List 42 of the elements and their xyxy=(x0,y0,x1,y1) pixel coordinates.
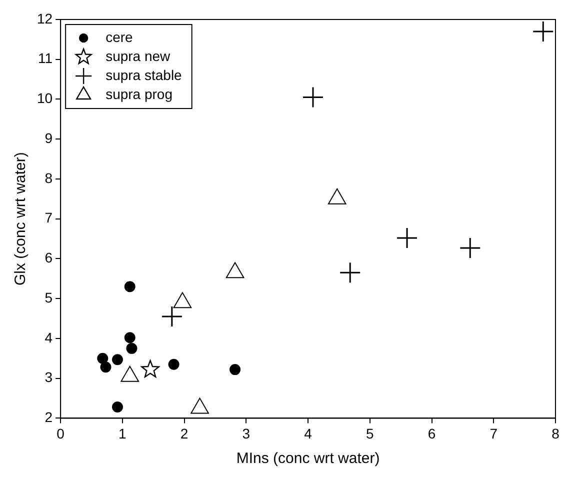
legend-label: supra new xyxy=(106,48,172,64)
point xyxy=(124,281,136,292)
x-tick-label: 8 xyxy=(552,425,560,442)
y-tick-label: 6 xyxy=(44,250,53,266)
x-axis-title: MIns (conc wrt water) xyxy=(236,450,380,468)
point xyxy=(302,86,324,108)
x-tick-label: 7 xyxy=(490,425,498,442)
point xyxy=(97,352,108,364)
point xyxy=(100,362,112,373)
y-axis-title: Glx (conc wrt water) xyxy=(12,152,30,286)
y-tick-label: 12 xyxy=(36,10,53,26)
point xyxy=(126,342,138,354)
point xyxy=(168,358,180,370)
x-tick-label: 0 xyxy=(56,425,65,442)
x-tick-label: 5 xyxy=(366,425,374,442)
point xyxy=(112,402,123,413)
point xyxy=(230,364,241,376)
y-tick-label: 5 xyxy=(44,289,53,306)
y-tick-label: 9 xyxy=(44,130,53,146)
y-tick-label: 3 xyxy=(44,369,53,386)
y-tick-label: 2 xyxy=(44,409,53,426)
y-tick-label: 11 xyxy=(38,50,53,66)
legend-label: cere xyxy=(106,28,134,45)
point xyxy=(124,332,136,344)
x-tick-label: 6 xyxy=(428,425,436,442)
x-tick-label: 4 xyxy=(304,425,312,442)
point xyxy=(141,360,160,378)
y-tick-label: 8 xyxy=(44,170,53,186)
x-tick-label: 2 xyxy=(180,425,188,442)
y-tick-label: 7 xyxy=(44,210,53,226)
y-tick-label: 10 xyxy=(36,90,53,106)
point xyxy=(161,306,183,328)
x-tick-label: 1 xyxy=(118,425,127,442)
point xyxy=(396,227,418,249)
y-tick-label: 4 xyxy=(44,329,53,346)
point xyxy=(339,262,361,284)
point xyxy=(532,20,554,42)
point xyxy=(112,354,123,366)
point xyxy=(459,237,481,259)
legend-label: supra prog xyxy=(106,86,173,102)
x-tick-label: 3 xyxy=(242,425,250,442)
legend-label: supra stable xyxy=(106,66,182,83)
